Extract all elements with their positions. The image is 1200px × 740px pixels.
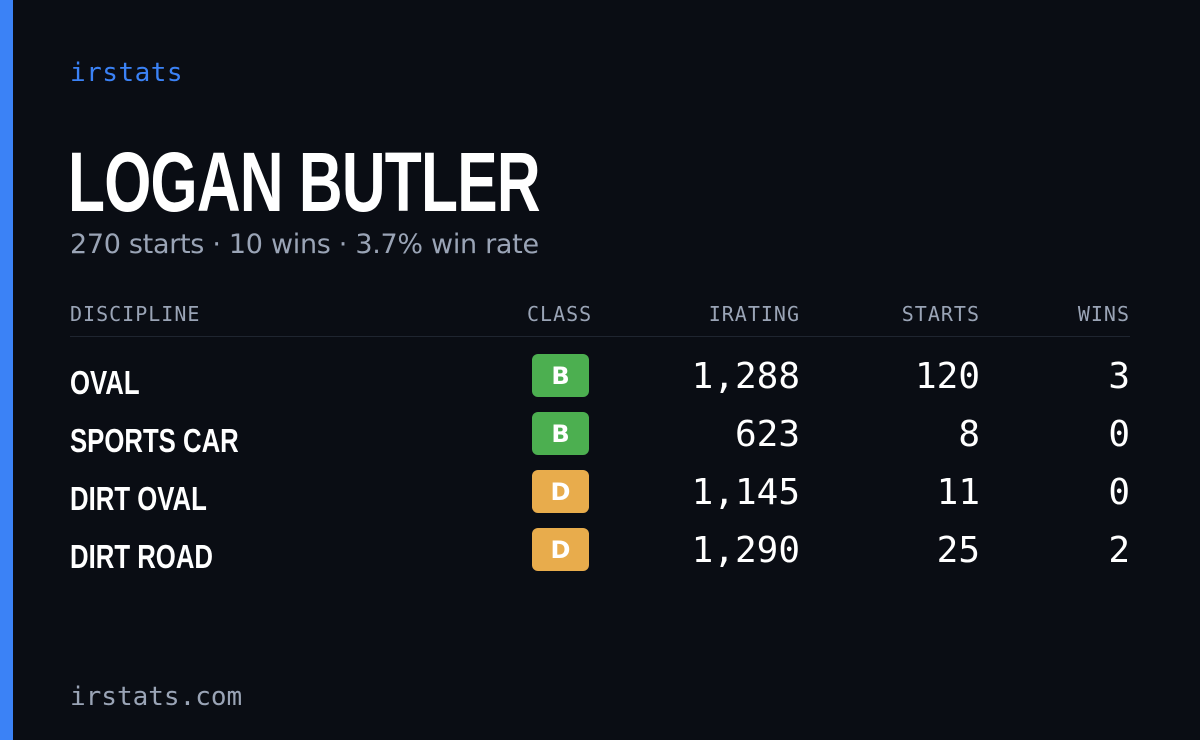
- license-class-badge: D: [532, 470, 589, 513]
- irating-value: 623: [734, 414, 800, 455]
- career-summary: 270 starts · 10 wins · 3.7% win rate: [70, 229, 539, 260]
- irating-value: 1,288: [691, 356, 800, 397]
- table-header-row: DISCIPLINE CLASS IRATING STARTS WINS: [70, 296, 1130, 337]
- wins-value: 2: [1108, 530, 1130, 571]
- header-wins: WINS: [1077, 302, 1130, 326]
- starts-value: 120: [914, 356, 980, 397]
- header-discipline: DISCIPLINE: [70, 302, 201, 326]
- accent-bar: [0, 0, 13, 740]
- footer-site-url: irstats.com: [70, 682, 243, 712]
- discipline-name: DIRT ROAD: [70, 538, 213, 575]
- table-row: DIRT ROAD D 1,290 25 2: [70, 527, 1130, 585]
- starts-value: 25: [936, 530, 980, 571]
- discipline-name: SPORTS CAR: [70, 422, 239, 459]
- header-irating: IRATING: [708, 302, 800, 326]
- irating-value: 1,290: [691, 530, 800, 571]
- starts-value: 8: [958, 414, 980, 455]
- table-row: SPORTS CAR B 623 8 0: [70, 411, 1130, 469]
- brand-logo-text: irstats: [70, 58, 184, 88]
- wins-value: 3: [1108, 356, 1130, 397]
- player-name: LOGAN BUTLER: [68, 135, 541, 229]
- table-body: OVAL B 1,288 120 3 SPORTS CAR B 623 8 0 …: [70, 353, 1130, 585]
- discipline-name: DIRT OVAL: [70, 480, 207, 517]
- discipline-name: OVAL: [70, 364, 140, 401]
- discipline-stats-table: DISCIPLINE CLASS IRATING STARTS WINS OVA…: [70, 296, 1130, 575]
- license-class-badge: D: [532, 528, 589, 571]
- wins-value: 0: [1108, 472, 1130, 513]
- header-starts: STARTS: [901, 302, 980, 326]
- starts-value: 11: [936, 472, 980, 513]
- header-class: CLASS: [527, 302, 593, 326]
- license-class-badge: B: [532, 412, 589, 455]
- license-class-badge: B: [532, 354, 589, 397]
- table-row: OVAL B 1,288 120 3: [70, 353, 1130, 411]
- table-row: DIRT OVAL D 1,145 11 0: [70, 469, 1130, 527]
- irating-value: 1,145: [691, 472, 800, 513]
- wins-value: 0: [1108, 414, 1130, 455]
